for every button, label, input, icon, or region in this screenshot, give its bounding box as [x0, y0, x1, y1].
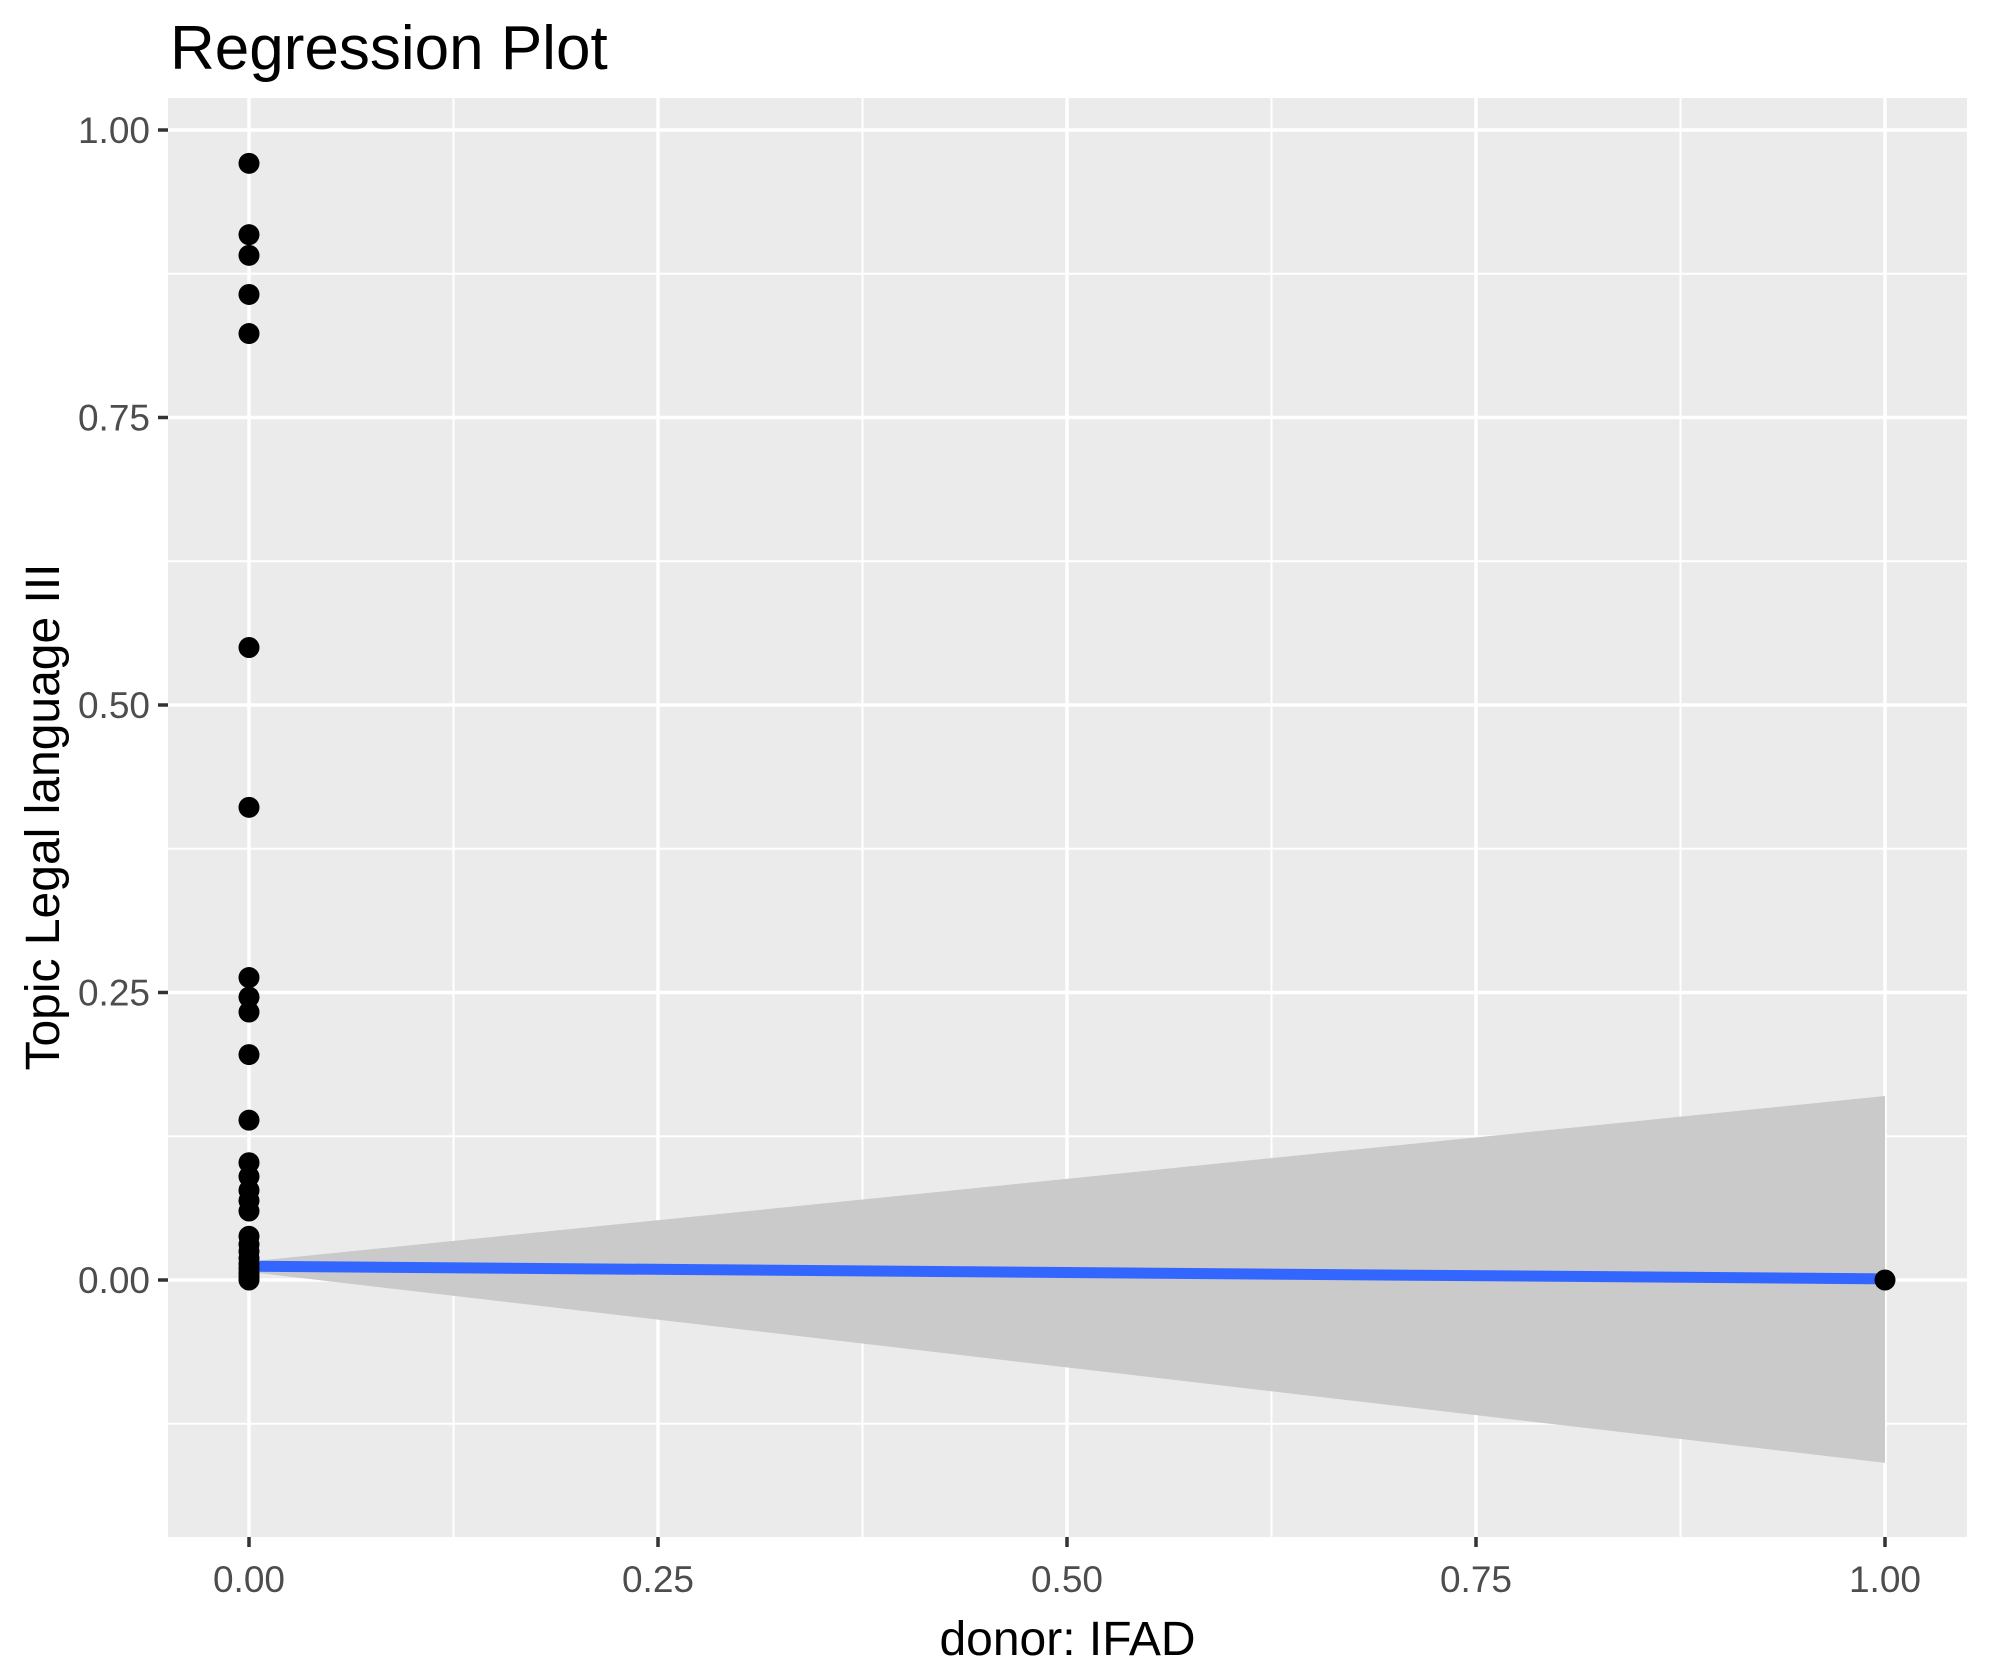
data-point [238, 796, 260, 818]
y-tick-label: 0.25 [78, 973, 150, 1014]
data-point [238, 986, 260, 1008]
regression-line [248, 1260, 1888, 1285]
y-tick-label: 1.00 [78, 110, 150, 151]
y-tick-label: 0.75 [78, 398, 150, 439]
data-point [238, 152, 260, 174]
x-tick-label: 0.25 [622, 1559, 694, 1600]
plot-title: Regression Plot [170, 14, 608, 83]
x-axis-title: donor: IFAD [939, 1613, 1196, 1665]
y-tick-label: 0.50 [78, 685, 150, 726]
data-point [238, 244, 260, 266]
y-axis-title: Topic Legal language III [17, 563, 70, 1071]
x-tick-label: 0.75 [1440, 1559, 1512, 1600]
y-tick-label: 0.00 [78, 1260, 150, 1301]
data-point [238, 1269, 260, 1291]
data-point [238, 323, 260, 345]
data-point [238, 1200, 260, 1222]
confidence-band [249, 1096, 1885, 1463]
x-tick-label: 0.00 [213, 1559, 285, 1600]
data-point [238, 1001, 260, 1023]
data-point [238, 283, 260, 305]
data-point [238, 967, 260, 989]
data-point [238, 224, 260, 246]
data-point [1874, 1269, 1896, 1291]
x-tick-label: 1.00 [1849, 1559, 1921, 1600]
x-tick-label: 0.50 [1031, 1559, 1103, 1600]
data-point [238, 1109, 260, 1131]
data-point [238, 1044, 260, 1066]
data-point [238, 637, 260, 658]
